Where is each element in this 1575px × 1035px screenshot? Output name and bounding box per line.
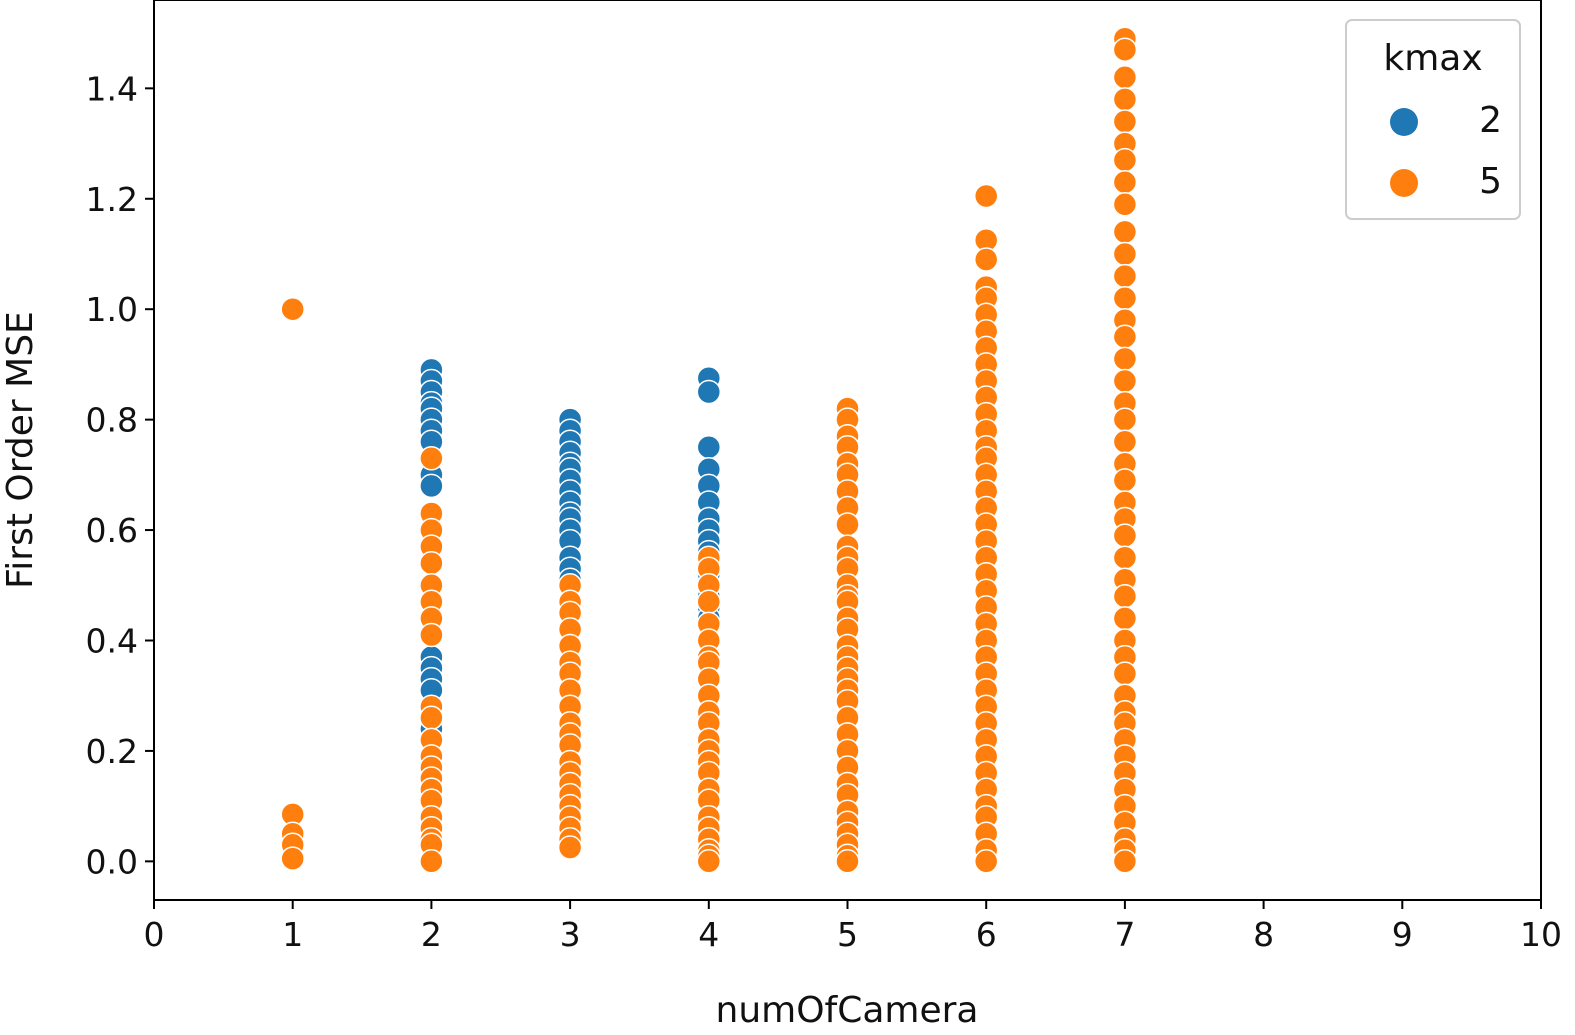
- scatter-point-kmax-5: [835, 849, 860, 874]
- scatter-point-kmax-5: [1112, 368, 1138, 394]
- legend: kmax 2 5: [1345, 19, 1521, 220]
- scatter-point-kmax-5: [1112, 169, 1138, 195]
- x-tick-label: 2: [421, 915, 442, 954]
- scatter-point-kmax-2: [419, 473, 444, 499]
- scatter-point-kmax-5: [696, 849, 722, 874]
- legend-entry-label: 2: [1479, 100, 1502, 141]
- legend-entry-label: 5: [1479, 161, 1502, 202]
- scatter-point-kmax-2: [696, 434, 722, 460]
- scatter-point-kmax-5: [1112, 324, 1138, 350]
- x-axis: 0 1 2 3 4 5 6 7 8 9 10: [144, 900, 1562, 954]
- scatter-point-kmax-5: [1112, 584, 1138, 609]
- x-tick-label: 7: [1114, 915, 1135, 954]
- scatter-point-kmax-5: [1112, 606, 1138, 631]
- scatter-point-kmax-5: [1112, 87, 1138, 112]
- scatter-point-kmax-5: [419, 446, 444, 471]
- scatter-point-kmax-5: [280, 846, 305, 871]
- x-tick-label: 10: [1520, 915, 1562, 954]
- scatter-point-kmax-5: [419, 705, 444, 731]
- points-layer: [280, 26, 1138, 874]
- scatter-point-kmax-5: [1112, 147, 1138, 173]
- y-tick-label: 0.2: [86, 732, 138, 771]
- x-axis-label: numOfCamera: [716, 990, 979, 1031]
- scatter-point-kmax-5: [1112, 65, 1138, 90]
- y-tick-label: 1.0: [86, 290, 138, 329]
- scatter-point-kmax-5: [973, 849, 999, 874]
- scatter-point-kmax-2: [696, 379, 722, 405]
- x-tick-label: 0: [144, 915, 165, 954]
- x-tick-label: 9: [1392, 915, 1413, 954]
- scatter-point-kmax-5: [835, 512, 860, 537]
- scatter-point-kmax-5: [1112, 468, 1138, 493]
- scatter-point-kmax-5: [973, 183, 999, 209]
- legend-title: kmax: [1383, 38, 1482, 79]
- scatter-point-kmax-5: [1112, 523, 1138, 548]
- y-tick-label: 0.6: [86, 511, 138, 550]
- legend-box: [1345, 19, 1521, 220]
- x-tick-label: 1: [282, 915, 303, 954]
- scatter-point-kmax-5: [419, 849, 444, 874]
- y-tick-label: 1.4: [86, 69, 138, 108]
- scatter-point-kmax-5: [1112, 346, 1138, 372]
- y-tick-label: 1.2: [86, 180, 138, 219]
- scatter-point-kmax-5: [557, 835, 583, 860]
- scatter-point-kmax-5: [1112, 285, 1138, 311]
- x-tick-label: 5: [837, 915, 858, 954]
- y-tick-label: 0.4: [86, 621, 138, 660]
- scatter-point-kmax-5: [1112, 109, 1138, 134]
- scatter-point-kmax-5: [1112, 407, 1138, 432]
- scatter-point-kmax-5: [280, 296, 305, 322]
- scatter-point-kmax-5: [419, 550, 444, 576]
- scatter-point-kmax-5: [696, 589, 722, 615]
- scatter-point-kmax-5: [1112, 545, 1138, 570]
- scatter-point-kmax-5: [1112, 429, 1138, 454]
- y-axis: 0.0 0.2 0.4 0.6 0.8 1.0 1.2 1.4: [86, 69, 154, 881]
- scatter-point-kmax-5: [1112, 661, 1138, 686]
- legend-marker-kmax-2: [1390, 108, 1418, 136]
- scatter-point-kmax-5: [1112, 849, 1138, 874]
- y-tick-label: 0.0: [86, 842, 138, 881]
- scatter-point-kmax-5: [1112, 241, 1138, 267]
- scatter-point-kmax-5: [973, 247, 999, 272]
- scatter-point-kmax-5: [1112, 37, 1138, 62]
- y-tick-label: 0.8: [86, 401, 138, 440]
- x-tick-label: 8: [1253, 915, 1274, 954]
- y-axis-label: First Order MSE: [0, 311, 41, 589]
- x-tick-label: 6: [976, 915, 997, 954]
- scatter-point-kmax-5: [1112, 263, 1138, 289]
- x-tick-label: 4: [698, 915, 719, 954]
- scatter-point-kmax-5: [1112, 192, 1138, 217]
- x-tick-label: 3: [560, 915, 581, 954]
- scatter-point-kmax-5: [1112, 219, 1138, 245]
- legend-marker-kmax-5: [1390, 169, 1418, 197]
- scatter-point-kmax-5: [419, 622, 444, 648]
